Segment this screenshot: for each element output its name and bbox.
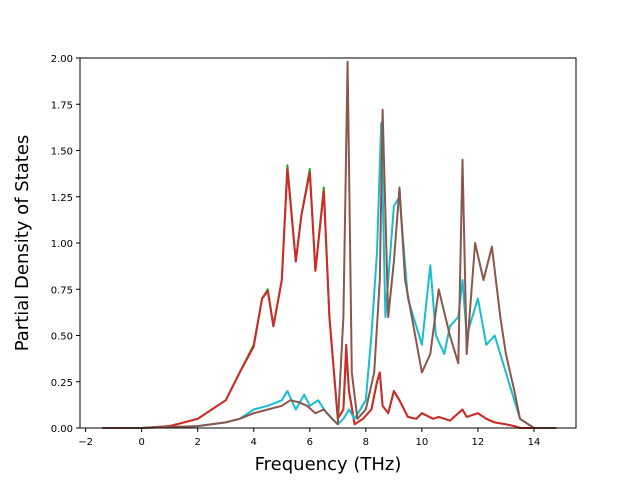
x-tick-label: 14 xyxy=(528,437,541,448)
plot-frame xyxy=(79,57,577,429)
y-tick-label: 1.25 xyxy=(51,193,73,204)
y-axis: 0.00 0.25 0.50 0.75 1.00 1.25 1.50 1.75 2.00 xyxy=(51,54,80,435)
x-tick-label: 6 xyxy=(307,437,313,448)
y-tick-label: 2.00 xyxy=(51,54,73,65)
plot-lines xyxy=(102,60,557,429)
series-line-3 xyxy=(102,60,557,429)
x-tick-label: 10 xyxy=(416,437,429,448)
y-tick-label: 1.00 xyxy=(51,239,73,250)
series-line-2 xyxy=(102,121,557,429)
x-tick-label: 8 xyxy=(363,437,369,448)
y-tick-label: 0.50 xyxy=(51,332,73,343)
x-tick-label: 2 xyxy=(195,437,201,448)
y-tick-label: 0.75 xyxy=(51,285,73,296)
x-axis-label: Frequency (THz) xyxy=(255,454,402,475)
x-axis: −2 0 2 4 6 8 10 12 14 xyxy=(78,428,540,448)
series-line-1 xyxy=(102,168,557,429)
y-tick-label: 0.00 xyxy=(51,424,73,435)
y-axis-label: Partial Density of States xyxy=(12,135,33,352)
y-tick-label: 0.25 xyxy=(51,378,73,389)
x-tick-label: 4 xyxy=(251,437,257,448)
x-tick-label: 12 xyxy=(472,437,485,448)
x-tick-label: −2 xyxy=(78,437,93,448)
y-tick-label: 1.75 xyxy=(51,100,73,111)
y-tick-label: 1.50 xyxy=(51,147,73,158)
x-tick-label: 0 xyxy=(138,437,144,448)
